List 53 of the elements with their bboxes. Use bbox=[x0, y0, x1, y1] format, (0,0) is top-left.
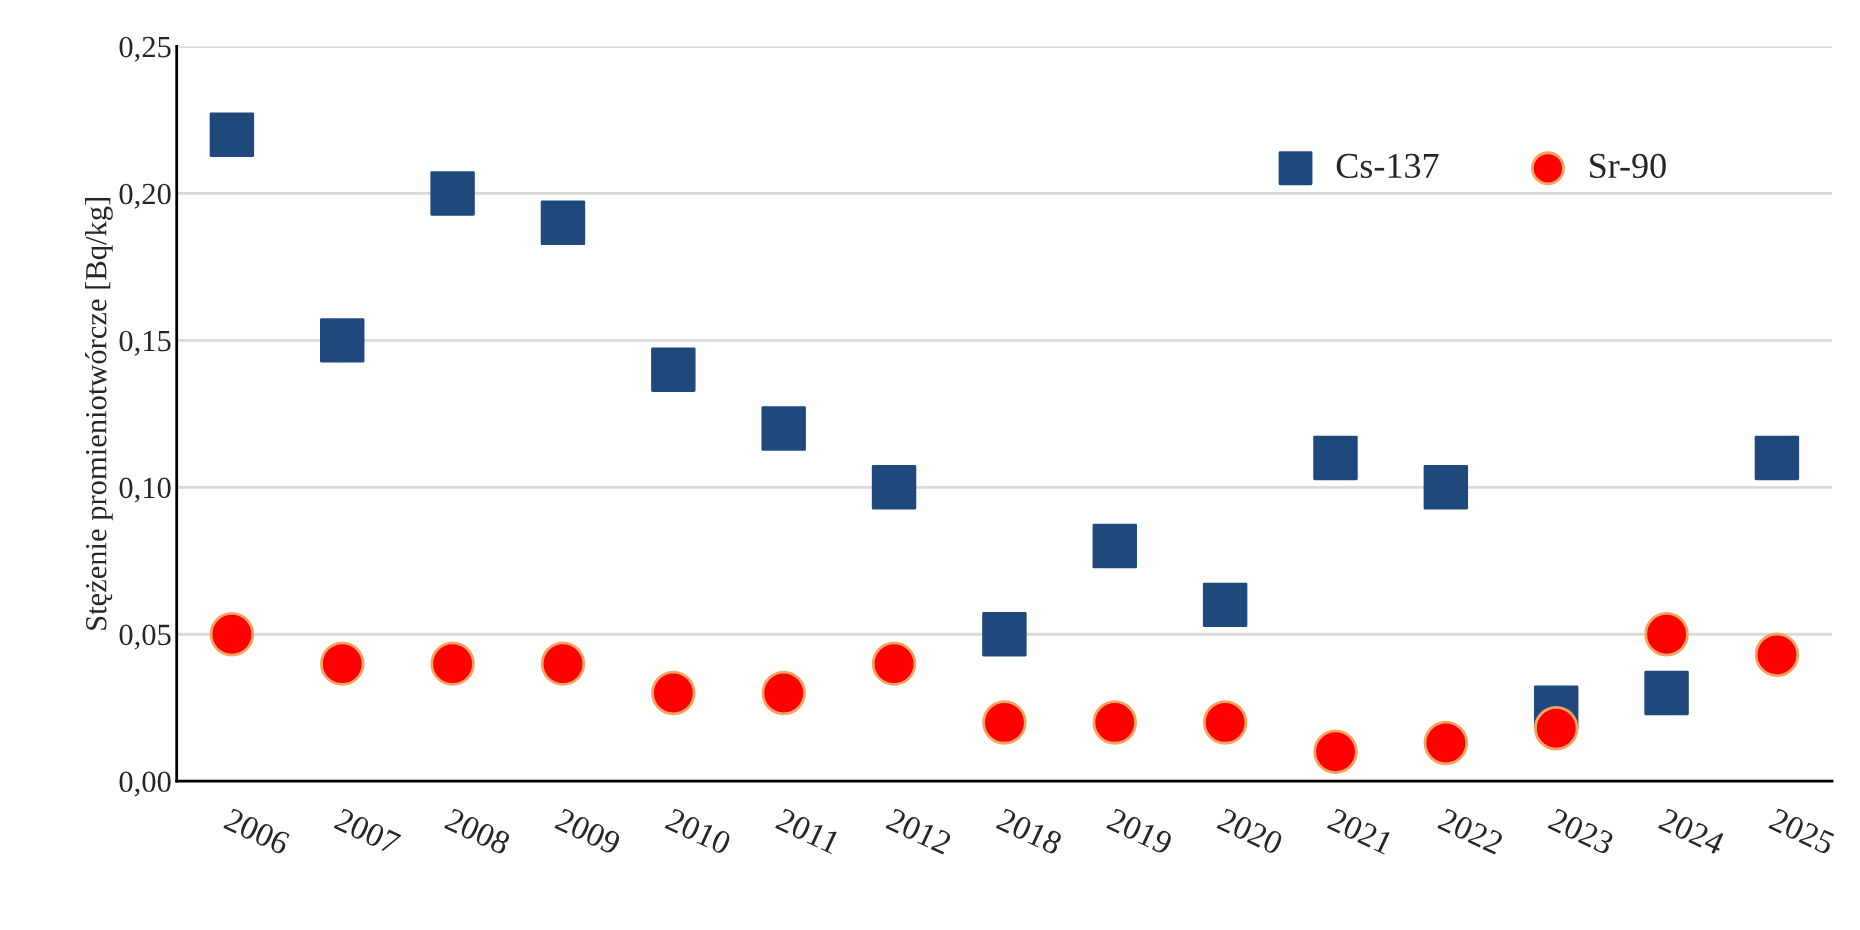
point bbox=[1644, 612, 1689, 657]
point bbox=[1754, 435, 1800, 481]
x-tick-label: 2024 bbox=[1657, 807, 1727, 856]
point bbox=[1533, 706, 1579, 751]
point bbox=[430, 641, 475, 686]
point bbox=[651, 670, 696, 716]
x-tick-label: 2021 bbox=[1326, 807, 1394, 855]
y-tick-label: 0,25 bbox=[119, 36, 171, 62]
point bbox=[761, 406, 806, 451]
point bbox=[540, 200, 586, 246]
point bbox=[651, 347, 696, 392]
point bbox=[1423, 720, 1469, 766]
point bbox=[871, 641, 917, 686]
x-tick-label: 2023 bbox=[1547, 807, 1616, 856]
y-tick-label: 0,05 bbox=[119, 624, 171, 650]
x-tick-label: 2020 bbox=[1216, 807, 1284, 856]
point bbox=[871, 465, 917, 510]
y-tick-label: 0,15 bbox=[119, 330, 171, 356]
point bbox=[1202, 582, 1248, 628]
x-tick-label: 2022 bbox=[1437, 807, 1505, 855]
x-tick-label: 2018 bbox=[995, 807, 1064, 856]
point bbox=[1644, 670, 1689, 716]
point bbox=[1313, 729, 1358, 775]
x-tick-label: 2025 bbox=[1768, 807, 1836, 856]
point bbox=[1202, 700, 1248, 745]
point bbox=[982, 612, 1027, 657]
x-tick-label: 2010 bbox=[664, 807, 733, 856]
point bbox=[320, 318, 365, 363]
point bbox=[1423, 465, 1469, 510]
point bbox=[1313, 435, 1358, 481]
point bbox=[1092, 700, 1137, 745]
x-tick-label: 2008 bbox=[444, 807, 512, 856]
point bbox=[1092, 523, 1137, 569]
y-tick-label: 0,10 bbox=[119, 477, 171, 503]
point bbox=[761, 670, 806, 716]
point bbox=[982, 700, 1027, 745]
y-tick-label: 0,00 bbox=[119, 771, 171, 797]
point bbox=[540, 641, 586, 686]
point bbox=[209, 612, 255, 657]
x-tick-label: 2006 bbox=[223, 807, 291, 856]
x-tick-label: 2012 bbox=[885, 807, 953, 855]
y-axis-title: Stężenie promieniotwórcze [Bq/kg] bbox=[84, 198, 113, 630]
y-tick-label: 0,20 bbox=[119, 183, 171, 209]
x-tick-label: 2011 bbox=[775, 807, 841, 855]
point bbox=[320, 641, 365, 686]
x-tick-label: 2007 bbox=[333, 807, 402, 856]
x-tick-label: 2019 bbox=[1106, 807, 1174, 856]
legend-label: Cs-137 bbox=[1336, 153, 1439, 179]
x-tick-label: 2009 bbox=[554, 807, 622, 856]
point bbox=[209, 112, 255, 157]
legend-label: Sr-90 bbox=[1590, 153, 1666, 179]
point bbox=[430, 171, 475, 216]
point bbox=[1754, 632, 1800, 678]
